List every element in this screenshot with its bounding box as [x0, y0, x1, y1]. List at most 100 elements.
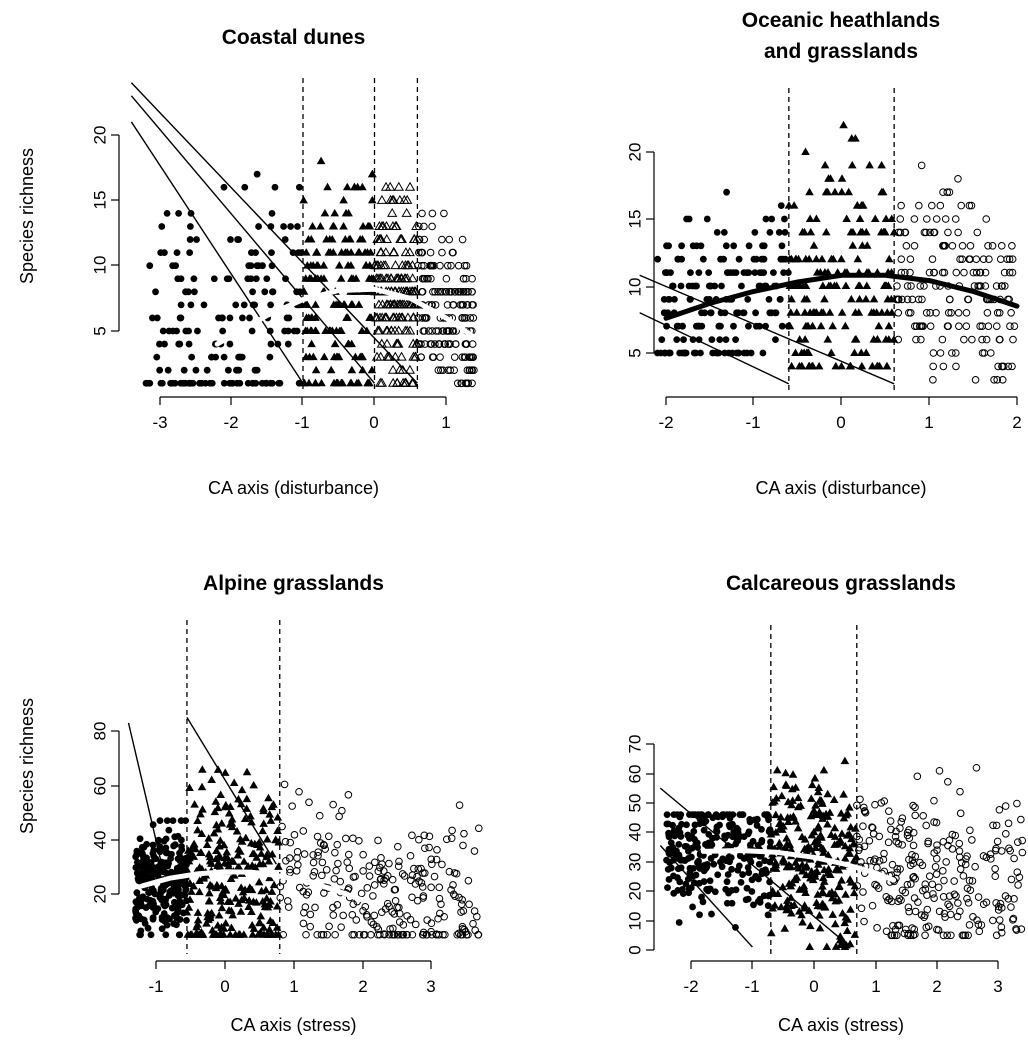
point-filled-triangle [215, 841, 224, 850]
point-filled-circle [759, 349, 767, 357]
point-filled-triangle [827, 254, 836, 263]
point-filled-triangle [227, 923, 236, 931]
point-filled-triangle [844, 187, 854, 196]
point-filled-triangle [216, 897, 226, 905]
diagonal-line [130, 121, 304, 384]
point-open-circle [417, 864, 425, 873]
point-open-circle [930, 268, 939, 277]
point-open-triangle [382, 351, 393, 361]
point-filled-triangle [845, 849, 855, 857]
point-filled-triangle [205, 888, 214, 897]
point-filled-circle [136, 894, 143, 902]
y-tick-label: 60 [91, 777, 110, 796]
point-open-circle [917, 335, 925, 344]
point-open-circle [1007, 309, 1015, 317]
point-open-circle [462, 340, 471, 348]
point-filled-circle [161, 340, 168, 348]
point-filled-triangle [791, 348, 800, 356]
point-open-circle [427, 883, 435, 892]
point-open-circle [920, 913, 928, 922]
point-filled-circle [191, 288, 198, 296]
point-filled-triangle [268, 918, 278, 926]
point-open-circle [992, 282, 1001, 290]
point-open-circle [363, 912, 371, 921]
point-open-circle [425, 327, 433, 335]
point-open-circle [1012, 925, 1020, 933]
point-filled-triangle [800, 308, 810, 316]
point-open-circle [448, 327, 457, 335]
point-filled-circle [170, 842, 178, 850]
point-filled-circle [168, 379, 176, 387]
point-open-circle [442, 327, 451, 335]
point-open-circle [968, 335, 976, 344]
point-filled-triangle [252, 898, 261, 906]
point-filled-triangle [340, 235, 350, 243]
point-filled-circle [208, 379, 216, 387]
point-filled-circle [692, 871, 700, 879]
point-open-circle [1001, 282, 1009, 290]
point-filled-triangle [855, 214, 865, 222]
point-filled-triangle [823, 819, 832, 828]
point-open-circle [288, 802, 296, 810]
point-filled-circle [705, 269, 713, 276]
point-filled-circle [734, 309, 742, 317]
point-open-circle [944, 900, 952, 909]
point-filled-circle [665, 876, 673, 883]
point-filled-triangle [811, 801, 820, 809]
point-filled-circle [781, 229, 789, 236]
point-open-triangle [375, 351, 386, 361]
point-filled-triangle [229, 857, 238, 865]
point-filled-triangle [236, 847, 245, 855]
point-open-circle [893, 868, 901, 877]
x-tick-label: -1 [744, 977, 759, 996]
point-open-triangle [387, 364, 399, 374]
point-filled-circle [745, 322, 752, 330]
point-filled-circle [674, 255, 682, 263]
point-open-circle [430, 872, 439, 881]
point-open-circle [907, 880, 915, 888]
point-open-circle [887, 825, 895, 834]
point-filled-circle [745, 869, 753, 877]
point-open-circle [435, 340, 443, 348]
point-filled-circle [164, 862, 172, 870]
point-filled-triangle [787, 909, 796, 917]
point-filled-circle [166, 915, 173, 923]
point-open-circle [398, 870, 407, 878]
point-open-circle [1015, 873, 1024, 882]
point-open-circle [908, 856, 917, 864]
point-filled-circle [271, 183, 279, 191]
point-open-circle [413, 896, 422, 905]
point-open-circle [458, 314, 466, 322]
point-open-circle [950, 877, 958, 885]
point-filled-triangle [777, 791, 787, 800]
point-filled-circle [167, 868, 175, 876]
point-open-circle [295, 883, 304, 892]
point-filled-circle [178, 880, 185, 888]
point-filled-circle [241, 183, 249, 191]
point-filled-circle [136, 899, 143, 907]
point-filled-circle [673, 322, 681, 330]
point-open-circle [425, 843, 433, 852]
point-open-triangle [411, 220, 422, 230]
point-filled-circle [170, 920, 178, 928]
point-filled-circle [146, 262, 154, 270]
point-open-circle [944, 778, 952, 786]
point-filled-circle [678, 820, 685, 828]
point-filled-circle [178, 836, 185, 844]
point-filled-triangle [237, 895, 246, 904]
point-open-circle [441, 340, 449, 348]
point-open-circle [370, 881, 379, 889]
point-open-circle [903, 295, 912, 304]
point-open-circle [460, 261, 469, 270]
point-filled-triangle [357, 326, 367, 334]
point-filled-circle [149, 841, 157, 849]
point-filled-triangle [198, 805, 207, 813]
point-filled-circle [723, 269, 731, 276]
point-open-circle [458, 301, 466, 309]
point-filled-circle [283, 314, 291, 322]
point-open-circle [434, 366, 443, 375]
point-filled-triangle [842, 926, 852, 935]
point-filled-circle [665, 296, 672, 303]
point-open-circle [911, 811, 920, 820]
point-filled-triangle [262, 835, 272, 843]
